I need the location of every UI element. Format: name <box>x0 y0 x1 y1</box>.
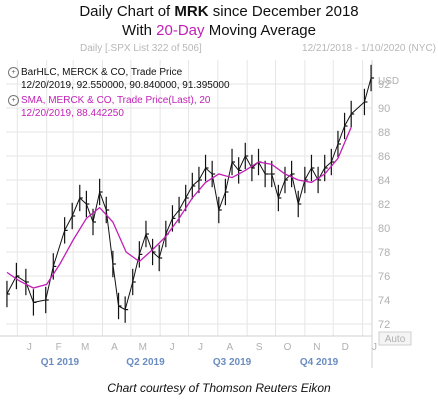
legend-price: + BarHLC, MERCK & CO, Trade Price 12/20/2… <box>8 66 230 92</box>
auto-scale-label: Auto <box>385 334 406 345</box>
y-tick-label: 92 <box>378 79 390 91</box>
chart-title: Daily Chart of MRK since December 2018 <box>79 3 359 20</box>
month-tick-label: A <box>227 342 234 353</box>
price-series-line <box>6 77 372 311</box>
month-tick-label: M <box>139 342 147 353</box>
legend-price-name: BarHLC, MERCK & CO, Trade Price <box>21 67 183 78</box>
month-tick-label: J <box>27 342 32 353</box>
y-tick-label: 90 <box>378 103 390 115</box>
month-tick-label: A <box>111 342 118 353</box>
legend-sma-values: 12/20/2019, 88.442250 <box>21 108 124 119</box>
y-tick-label: 84 <box>378 175 390 187</box>
month-tick-label: J <box>372 342 377 353</box>
y-tick-label: 82 <box>378 199 390 211</box>
y-tick-label: 76 <box>378 271 390 283</box>
month-tick-label: J <box>198 342 203 353</box>
legend-price-values: 12/20/2019, 92.550000, 90.840000, 91.395… <box>21 80 230 91</box>
month-tick-label: S <box>256 342 263 353</box>
y-unit-label: USD <box>378 76 399 87</box>
y-tick-label: 86 <box>378 151 390 163</box>
month-tick-label: N <box>313 342 320 353</box>
quarter-label: Q2 2019 <box>126 357 165 368</box>
circle-icon[interactable]: + <box>8 94 19 106</box>
month-tick-label: M <box>81 342 89 353</box>
y-tick-label: 80 <box>378 223 390 235</box>
month-tick-label: F <box>56 342 62 353</box>
circle-icon[interactable]: + <box>8 66 19 78</box>
ticker-symbol: MRK <box>174 3 209 20</box>
y-tick-label: 88 <box>378 127 390 139</box>
auto-scale-box <box>378 331 412 346</box>
quarter-label: Q1 2019 <box>41 357 80 368</box>
list-info: Daily [.SPX List 322 of 506] <box>80 43 202 54</box>
sma-series-line <box>6 126 352 289</box>
y-tick-label: 78 <box>378 247 390 259</box>
quarter-label: Q4 2019 <box>300 357 339 368</box>
quarter-label: Q3 2019 <box>213 357 252 368</box>
y-tick-label: 74 <box>378 295 390 307</box>
chart-credit: Chart courtesy of Thomson Reuters Eikon <box>107 381 331 395</box>
legend-sma-name: SMA, MERCK & CO, Trade Price(Last), 20 <box>21 95 211 106</box>
month-tick-label: D <box>342 342 349 353</box>
sma-period-highlight: 20-Day <box>156 22 205 39</box>
y-tick-label: 72 <box>378 319 390 331</box>
month-tick-label: J <box>170 342 175 353</box>
date-range: 12/21/2018 - 1/10/2020 (NYC) <box>302 43 436 54</box>
chart-subtitle: With 20-Day Moving Average <box>122 22 316 39</box>
legend-sma: + SMA, MERCK & CO, Trade Price(Last), 20 … <box>8 94 211 120</box>
month-tick-label: O <box>284 342 292 353</box>
